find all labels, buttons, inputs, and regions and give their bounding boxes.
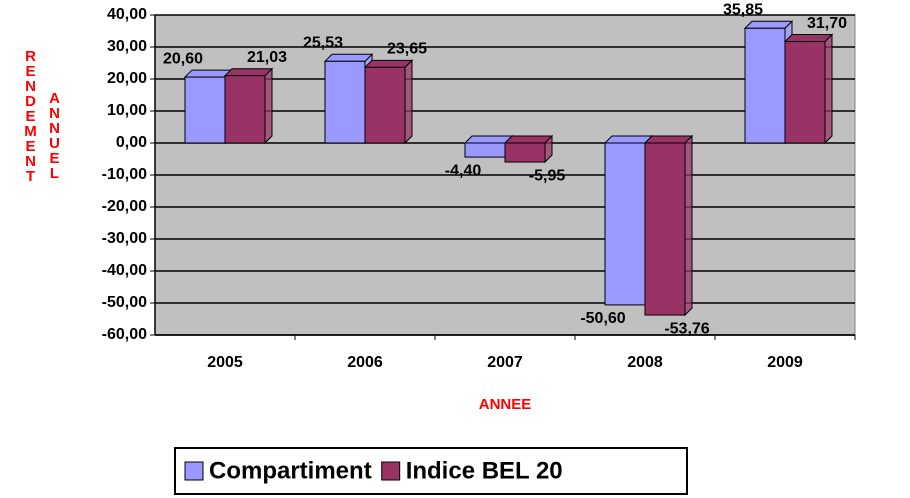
value-label: -50,60: [580, 310, 625, 327]
bar-side: [684, 134, 693, 317]
bar: [604, 142, 646, 306]
bar-top: [783, 34, 834, 43]
value-label: 31,70: [807, 15, 847, 32]
x-tick-label: 2008: [627, 354, 663, 371]
bar-top: [363, 59, 414, 68]
y-tick-label: 20,00: [107, 70, 147, 87]
value-label: -5,95: [529, 167, 566, 184]
bar-top: [603, 135, 654, 144]
y-tick-label: -40,00: [102, 262, 147, 279]
legend-swatch: [381, 461, 401, 481]
y-axis-label: ANNUEL: [46, 90, 63, 180]
y-tick-label: -50,00: [102, 294, 147, 311]
x-tick-label: 2009: [767, 354, 803, 371]
y-axis-label: RENDEMENT: [22, 48, 39, 183]
value-label: 21,03: [247, 49, 287, 66]
value-label: 25,53: [303, 35, 343, 52]
bar-top: [463, 135, 514, 144]
x-tick-label: 2007: [487, 354, 523, 371]
bar-top: [223, 68, 274, 77]
bar: [744, 27, 786, 144]
bar-top: [743, 20, 794, 29]
y-tick-label: 0,00: [116, 134, 147, 151]
bar-top: [323, 53, 374, 62]
bar: [504, 142, 546, 163]
bar: [784, 41, 826, 144]
bar-side: [264, 67, 273, 145]
legend-swatch: [184, 461, 204, 481]
legend-entry: Indice BEL 20: [406, 457, 563, 484]
y-tick-label: -20,00: [102, 198, 147, 215]
bar-top: [503, 135, 554, 144]
bar: [184, 76, 226, 144]
y-tick-label: 10,00: [107, 102, 147, 119]
bar: [644, 142, 686, 316]
bar-top: [643, 135, 694, 144]
y-tick-label: -10,00: [102, 166, 147, 183]
legend-entry: Compartiment: [209, 457, 372, 484]
value-label: 20,60: [163, 50, 203, 67]
bar-side: [404, 59, 413, 145]
bar: [224, 75, 266, 144]
x-axis-label: ANNEE: [479, 396, 532, 413]
y-tick-label: 40,00: [107, 6, 147, 23]
bar: [324, 60, 366, 144]
bar: [464, 142, 506, 158]
value-label: -53,76: [664, 320, 709, 337]
value-label: 23,65: [387, 41, 427, 58]
bar-side: [824, 33, 833, 145]
y-tick-label: -30,00: [102, 230, 147, 247]
legend-box: [174, 447, 688, 495]
y-tick-label: -60,00: [102, 326, 147, 343]
value-label: 35,85: [723, 1, 763, 18]
x-tick-label: 2006: [347, 354, 383, 371]
value-label: -4,40: [445, 162, 482, 179]
x-tick-label: 2005: [207, 354, 243, 371]
bar: [364, 66, 406, 144]
y-tick-label: 30,00: [107, 38, 147, 55]
